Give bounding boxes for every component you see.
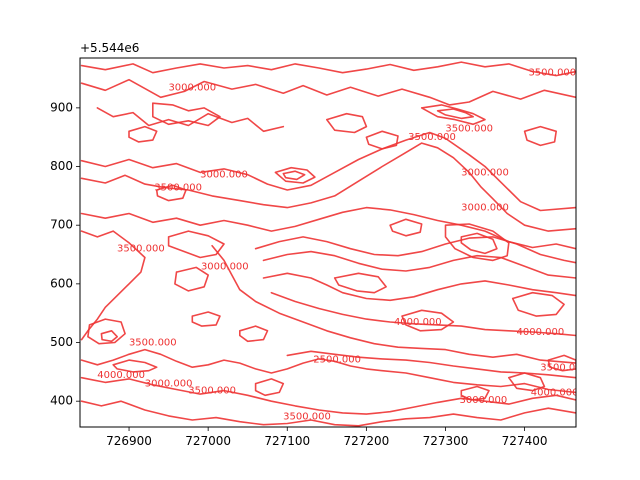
contour-line-4000 [460, 232, 498, 255]
contour-line-3500 [87, 318, 126, 345]
contour-line-3500 [333, 272, 387, 294]
contour-line-3000 [254, 378, 285, 397]
contour-label: 3500.000 [528, 68, 576, 79]
contour-label: 3000.000 [168, 82, 216, 93]
contour-line-3500 [254, 236, 576, 264]
y-tick-label: 700 [50, 218, 73, 232]
contour-label: 3500.000 [408, 132, 456, 143]
contour-line-3500 [389, 218, 423, 237]
contour-line-3500 [444, 223, 510, 262]
contour-line-4000 [112, 359, 158, 373]
contour-line-3000 [80, 78, 576, 106]
contour-label: 4000.000 [394, 317, 442, 328]
contour-line-3500 [326, 112, 368, 134]
contour-label: 3500.000 [154, 183, 202, 194]
contour-line-3500 [167, 230, 225, 259]
y-tick-label: 400 [50, 394, 73, 408]
y-tick-label: 600 [50, 276, 73, 290]
contour-line-3000 [80, 131, 576, 212]
contour-line-2500 [282, 170, 306, 181]
contour-line-3000 [80, 230, 146, 341]
contour-line-4000 [511, 291, 565, 317]
contour-label: 3000.000 [461, 203, 509, 214]
contour-lines [80, 61, 576, 427]
contour-label: 3500.000 [188, 386, 236, 397]
contour-line-3000 [128, 125, 158, 143]
contour-label: 3000.000 [200, 170, 248, 181]
x-tick-label: 727100 [264, 434, 310, 448]
contour-label: 3500.000 [283, 411, 331, 422]
y-tick-label: 500 [50, 335, 73, 349]
contour-label: 3000.000 [461, 167, 509, 178]
contour-line-3500 [152, 102, 221, 127]
contour-label: 4000.000 [531, 387, 579, 398]
contour-line-3000 [174, 266, 209, 292]
contour-label: 3000.000 [201, 261, 249, 272]
contour-line-3000 [96, 107, 285, 133]
contour-label: 3500.000 [540, 363, 588, 374]
x-tick-label: 727400 [502, 434, 548, 448]
x-tick-label: 727300 [423, 434, 469, 448]
contour-line-3500 [460, 385, 490, 401]
y-tick-label: 900 [50, 100, 73, 114]
x-axis: 726900 727000 727100 727200 727300 727400 [106, 427, 547, 448]
x-tick-label: 726900 [106, 434, 152, 448]
x-tick-label: 727000 [185, 434, 231, 448]
contour-label: 4000.000 [517, 327, 565, 338]
y-tick-label: 800 [50, 159, 73, 173]
contour-label: 4000.000 [97, 370, 145, 381]
contour-line-3500 [80, 400, 576, 427]
contour-line-3000 [270, 291, 576, 337]
contour-labels: 3500.0003000.0003500.0003500.0003000.000… [97, 68, 588, 423]
contour-label: 3500.000 [445, 123, 493, 134]
plot-frame [79, 57, 577, 428]
contour-label: 3000.000 [145, 379, 193, 390]
contour-line-3000 [523, 125, 557, 147]
contour-line-3000 [211, 244, 576, 364]
contour-label: 3500.000 [117, 244, 165, 255]
contour-line-3000 [239, 325, 269, 343]
contour-line-4000 [100, 330, 118, 343]
y-axis: 400 500 600 700 800 900 [50, 100, 80, 408]
contour-line-3500 [80, 61, 576, 77]
contour-line-3000 [365, 130, 399, 150]
contour-line-3500 [191, 311, 221, 327]
contour-label: 3500.000 [129, 338, 177, 349]
contour-line-4000 [401, 309, 455, 332]
contour-line-4000 [547, 354, 576, 372]
contour-label: 2500.000 [313, 355, 361, 366]
contour-line-3500 [420, 104, 486, 126]
contour-line-3500 [80, 206, 576, 250]
contour-line-3000 [262, 250, 576, 279]
contour-line-3500 [262, 272, 576, 302]
contour-line-3000 [80, 348, 576, 394]
contour-line-3000 [155, 184, 187, 202]
contour-line-4000 [436, 108, 474, 120]
y-axis-offset-text: +5.544e6 [80, 41, 139, 55]
contour-line-3500 [80, 376, 576, 415]
contour-line-3000 [508, 372, 546, 392]
contour-line-3000 [274, 166, 316, 184]
x-tick-label: 727200 [343, 434, 389, 448]
contour-label: 3000.000 [460, 395, 508, 406]
